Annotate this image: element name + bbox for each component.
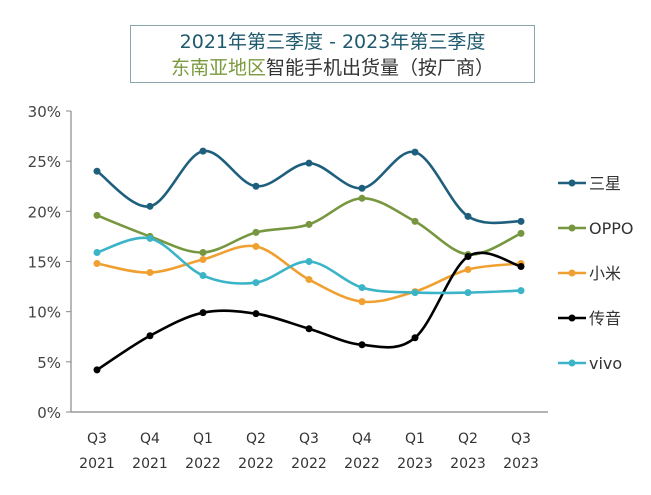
data-point — [252, 242, 260, 250]
x-tick-label-year: 2023 — [503, 456, 539, 472]
data-point — [252, 310, 260, 318]
title-region: 东南亚地区 — [170, 57, 266, 79]
y-tick-label: 5% — [37, 354, 61, 372]
data-point — [305, 276, 313, 284]
data-point — [358, 194, 366, 202]
x-tick-label-year: 2022 — [344, 456, 380, 472]
series-line-3 — [96, 251, 522, 371]
series-line-4 — [96, 236, 522, 295]
x-tick-label: Q3 — [87, 431, 107, 447]
legend-label: 传音 — [589, 309, 621, 328]
data-point — [464, 252, 472, 260]
legend-marker — [568, 269, 576, 277]
data-point — [464, 266, 472, 274]
x-tick-label-year: 2022 — [185, 456, 221, 472]
data-point — [517, 217, 525, 225]
y-tick-label: 25% — [28, 153, 61, 171]
data-point — [93, 366, 101, 374]
title-rest: 智能手机出货量（按厂商） — [266, 57, 495, 79]
data-point — [358, 284, 366, 292]
data-point — [199, 272, 207, 280]
data-point — [93, 260, 101, 268]
data-point — [305, 258, 313, 265]
legend-marker — [568, 224, 576, 232]
data-point — [358, 341, 366, 349]
data-point — [411, 148, 419, 156]
data-point — [252, 182, 260, 190]
x-tick-label-year: 2022 — [238, 456, 274, 472]
x-tick-label-year: 2023 — [450, 456, 486, 472]
data-point — [517, 229, 525, 237]
x-tick-label-year: 2022 — [291, 456, 327, 472]
data-point — [411, 217, 419, 225]
data-point — [93, 167, 101, 175]
data-point — [464, 289, 472, 297]
data-point — [358, 184, 366, 192]
data-point — [411, 334, 419, 342]
x-tick-label-year: 2021 — [79, 456, 115, 472]
legend-label: vivo — [589, 354, 622, 373]
data-point — [517, 263, 525, 271]
data-point — [199, 255, 207, 263]
legend-label: OPPO — [589, 219, 633, 238]
data-point — [93, 211, 101, 219]
data-point — [305, 220, 313, 228]
x-tick-label: Q3 — [299, 431, 319, 447]
data-point — [305, 325, 313, 333]
chart-title: 2021年第三季度 - 2023年第三季度 东南亚地区智能手机出货量（按厂商） — [130, 25, 535, 83]
legend-marker — [568, 179, 576, 187]
data-point — [358, 298, 366, 306]
x-tick-label: Q4 — [352, 431, 372, 447]
data-point — [93, 248, 101, 256]
data-point — [146, 332, 154, 340]
data-point — [464, 212, 472, 220]
data-point — [252, 279, 260, 287]
y-tick-label: 0% — [37, 404, 61, 422]
y-tick-label: 10% — [28, 304, 61, 322]
data-point — [252, 228, 260, 236]
legend-label: 三星 — [589, 174, 621, 193]
data-point — [305, 159, 313, 167]
y-tick-label: 30% — [28, 103, 61, 121]
data-point — [146, 269, 154, 277]
x-tick-label-year: 2023 — [397, 456, 433, 472]
data-point — [146, 202, 154, 210]
data-point — [199, 248, 207, 256]
title-line1: 2021年第三季度 - 2023年第三季度 — [179, 31, 486, 53]
data-point — [411, 289, 419, 297]
data-point — [199, 309, 207, 317]
x-tick-label: Q3 — [511, 431, 531, 447]
x-tick-label: Q1 — [193, 431, 213, 447]
y-tick-label: 20% — [28, 203, 61, 221]
x-tick-label: Q1 — [405, 431, 425, 447]
legend-label: 小米 — [589, 264, 621, 283]
legend-marker — [568, 314, 576, 322]
data-point — [199, 147, 207, 155]
x-tick-label: Q2 — [458, 431, 478, 447]
x-tick-label: Q2 — [246, 431, 266, 447]
y-tick-label: 15% — [28, 254, 61, 272]
data-point — [146, 234, 154, 242]
x-tick-label-year: 2021 — [132, 456, 168, 472]
legend-marker — [568, 359, 576, 367]
data-point — [517, 287, 525, 295]
x-tick-label: Q4 — [140, 431, 160, 447]
